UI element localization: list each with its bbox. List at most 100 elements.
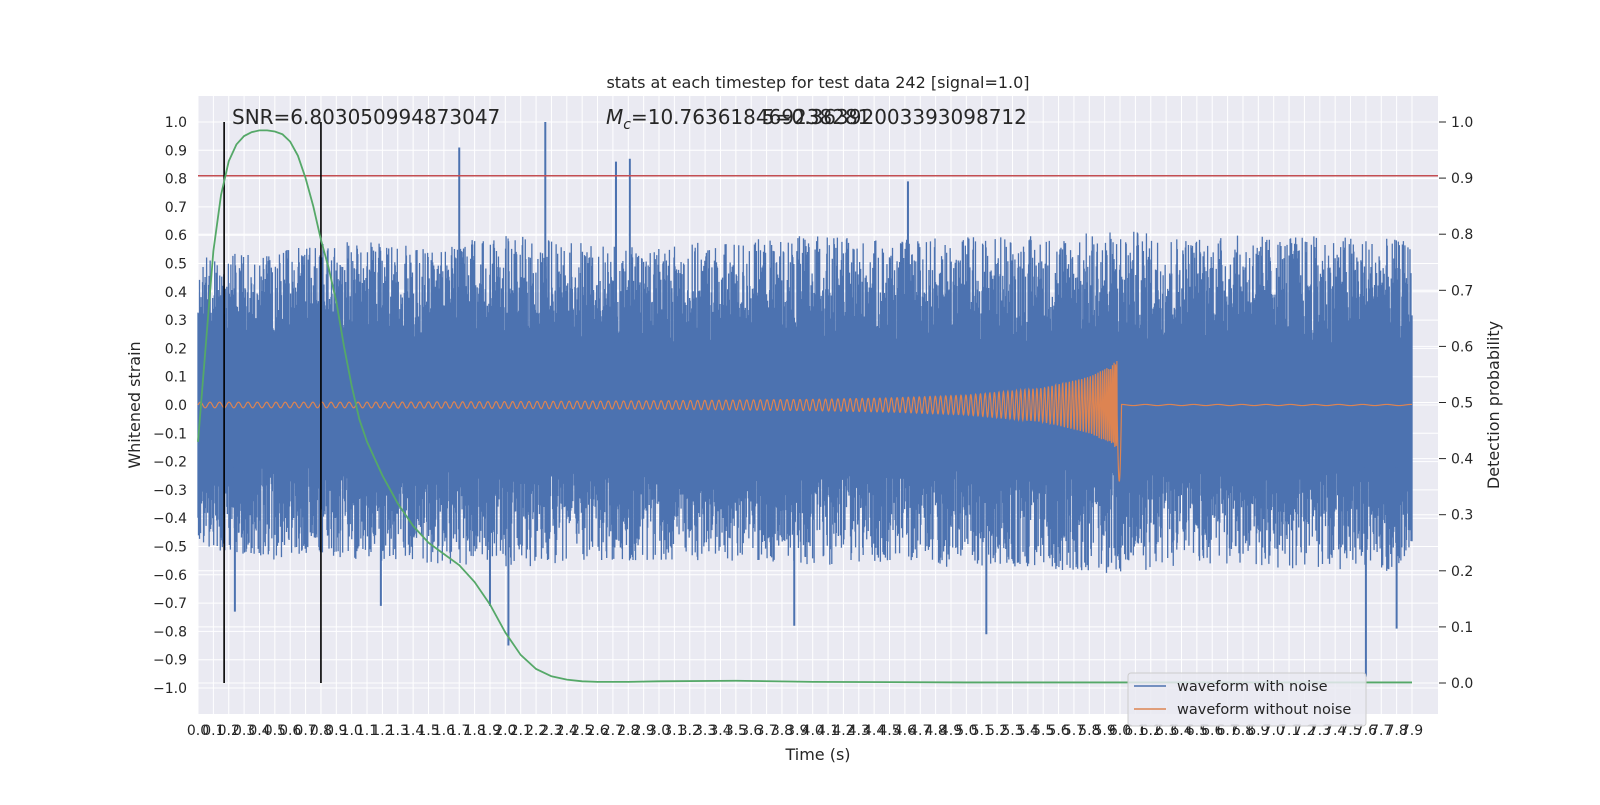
y-left-tick-label-14: −0.4 — [153, 511, 187, 527]
legend: waveform with noise waveform without noi… — [1127, 672, 1367, 727]
x-tick-label-79: 7.9 — [1401, 723, 1423, 739]
x-tick-label-17: 1.7 — [448, 723, 470, 739]
x-tick-label-6: 0.6 — [279, 723, 301, 739]
x-tick-label-34: 3.4 — [709, 723, 731, 739]
x-tick-label-61: 6.1 — [1124, 723, 1146, 739]
overlap-annotation: 5=0.36392003393098712 — [762, 105, 1027, 129]
x-tick-label-35: 3.5 — [725, 723, 747, 739]
y-left-tick-label-18: −0.8 — [153, 624, 187, 640]
snr-annotation: SNR=6.803050994873047 — [232, 105, 500, 129]
x-tick-label-21: 2.1 — [510, 723, 532, 739]
x-tick-label-49: 4.9 — [940, 723, 962, 739]
x-tick-label-74: 7.4 — [1324, 723, 1346, 739]
x-tick-label-2: 0.2 — [218, 723, 240, 739]
x-tick-label-9: 0.9 — [325, 723, 347, 739]
y-right-tick-label-5: 0.5 — [1451, 396, 1473, 412]
chart-title: stats at each timestep for test data 242… — [606, 73, 1029, 92]
x-tick-label-38: 3.8 — [771, 723, 793, 739]
x-tick-label-25: 2.5 — [571, 723, 593, 739]
x-tick-label-37: 3.7 — [755, 723, 777, 739]
x-tick-label-53: 5.3 — [1001, 723, 1023, 739]
x-tick-label-29: 2.9 — [633, 723, 655, 739]
y-right-tick-label-6: 0.4 — [1451, 452, 1473, 468]
x-tick-label-4: 0.4 — [248, 723, 270, 739]
x-tick-label-5: 0.5 — [264, 723, 286, 739]
y-axis-label-left: Whitened strain — [125, 341, 144, 468]
x-tick-label-45: 4.5 — [878, 723, 900, 739]
x-tick-label-30: 3.0 — [648, 723, 670, 739]
x-tick-label-20: 2.0 — [494, 723, 516, 739]
clean-waveform-series — [197, 360, 1412, 482]
y-left-tick-label-16: −0.6 — [153, 568, 187, 584]
y-left-tick-label-7: 0.3 — [165, 313, 187, 329]
x-tick-label-43: 4.3 — [848, 723, 870, 739]
x-tick-label-31: 3.1 — [663, 723, 685, 739]
y-axis-label-right: Detection probability — [1484, 321, 1503, 489]
mc-annotation: Mc=10.763618469238281 — [606, 105, 870, 133]
x-tick-label-46: 4.6 — [894, 723, 916, 739]
x-tick-label-41: 4.1 — [817, 723, 839, 739]
y-right-tick-label-9: 0.1 — [1451, 620, 1473, 636]
x-tick-label-23: 2.3 — [540, 723, 562, 739]
x-tick-label-54: 5.4 — [1017, 723, 1039, 739]
x-tick-label-47: 4.7 — [909, 723, 931, 739]
x-tick-label-1: 0.1 — [202, 723, 224, 739]
y-right-tick-label-2: 0.8 — [1451, 227, 1473, 243]
x-tick-label-22: 2.2 — [525, 723, 547, 739]
y-left-tick-label-11: −0.1 — [153, 426, 187, 442]
x-tick-label-36: 3.6 — [740, 723, 762, 739]
x-tick-label-64: 6.4 — [1170, 723, 1192, 739]
y-right-tick-label-0: 1.0 — [1451, 115, 1473, 131]
x-tick-label-59: 5.9 — [1094, 723, 1116, 739]
x-tick-label-14: 1.4 — [402, 723, 424, 739]
x-tick-label-60: 6.0 — [1109, 723, 1131, 739]
y-left-tick-label-12: −0.2 — [153, 455, 187, 471]
y-left-tick-label-0: 1.0 — [165, 115, 187, 131]
x-tick-label-67: 6.7 — [1216, 723, 1238, 739]
x-tick-label-8: 0.8 — [310, 723, 332, 739]
x-tick-label-65: 6.5 — [1186, 723, 1208, 739]
y-right-tick-label-1: 0.9 — [1451, 171, 1473, 187]
x-tick-label-0: 0.0 — [187, 723, 209, 739]
legend-label-noisy: waveform with noise — [1177, 679, 1328, 695]
y-left-tick-label-9: 0.1 — [165, 370, 187, 386]
x-tick-label-44: 4.4 — [863, 723, 885, 739]
y-left-tick-label-13: −0.3 — [153, 483, 187, 499]
x-tick-label-78: 7.8 — [1386, 723, 1408, 739]
x-tick-label-10: 1.0 — [341, 723, 363, 739]
x-tick-label-11: 1.1 — [356, 723, 378, 739]
mc-value: =10.763618469238281 — [631, 105, 870, 129]
x-tick-label-19: 1.9 — [479, 723, 501, 739]
legend-label-clean: waveform without noise — [1177, 702, 1351, 718]
y-left-tick-label-17: −0.7 — [153, 596, 187, 612]
y-left-tick-label-19: −0.9 — [153, 653, 187, 669]
mc-symbol: M — [606, 105, 623, 129]
x-tick-label-69: 6.9 — [1247, 723, 1269, 739]
x-tick-label-24: 2.4 — [556, 723, 578, 739]
x-tick-label-32: 3.2 — [679, 723, 701, 739]
x-tick-label-62: 6.2 — [1140, 723, 1162, 739]
x-tick-label-3: 0.3 — [233, 723, 255, 739]
x-tick-label-52: 5.2 — [986, 723, 1008, 739]
x-tick-label-76: 7.6 — [1355, 723, 1377, 739]
y-right-tick-label-4: 0.6 — [1451, 339, 1473, 355]
x-tick-label-33: 3.3 — [694, 723, 716, 739]
x-tick-label-57: 5.7 — [1063, 723, 1085, 739]
x-tick-label-68: 6.8 — [1232, 723, 1254, 739]
x-tick-label-16: 1.6 — [433, 723, 455, 739]
x-tick-label-15: 1.5 — [417, 723, 439, 739]
x-tick-label-40: 4.0 — [802, 723, 824, 739]
x-tick-label-50: 5.0 — [955, 723, 977, 739]
x-tick-label-72: 7.2 — [1293, 723, 1315, 739]
y-left-tick-label-5: 0.5 — [165, 257, 187, 273]
x-tick-label-63: 6.3 — [1155, 723, 1177, 739]
x-tick-label-26: 2.6 — [586, 723, 608, 739]
x-tick-label-28: 2.8 — [617, 723, 639, 739]
y-left-tick-label-8: 0.2 — [165, 341, 187, 357]
x-tick-label-58: 5.8 — [1078, 723, 1100, 739]
x-tick-label-71: 7.1 — [1278, 723, 1300, 739]
y-right-tick-label-3: 0.7 — [1451, 283, 1473, 299]
y-left-tick-label-3: 0.7 — [165, 200, 187, 216]
